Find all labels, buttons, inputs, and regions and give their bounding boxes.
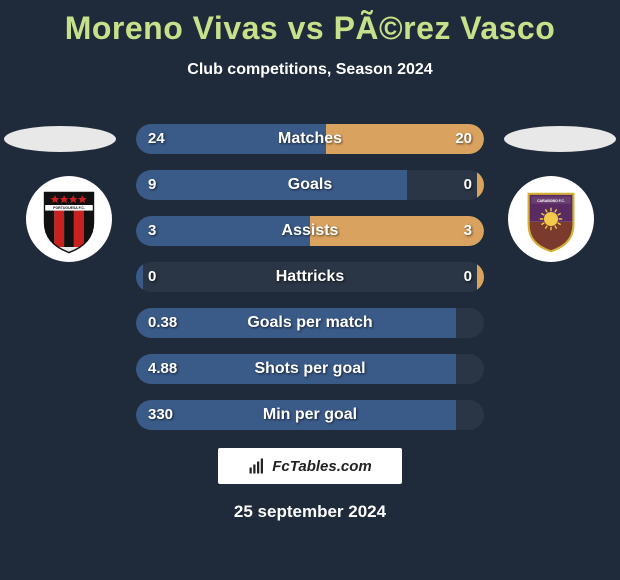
stat-row: 0.38Goals per match — [136, 308, 484, 338]
fctables-logo: FcTables.com — [218, 448, 402, 484]
club-crest-left: PORTUGUESA F.C. — [26, 176, 112, 262]
stat-row: 2420Matches — [136, 124, 484, 154]
stat-label: Goals per match — [136, 308, 484, 338]
stat-label: Shots per goal — [136, 354, 484, 384]
stat-label: Goals — [136, 170, 484, 200]
carabobo-crest-icon: CARABOBO F.C. — [516, 184, 586, 254]
stat-row: 33Assists — [136, 216, 484, 246]
chart-icon — [248, 457, 266, 475]
club-crest-right: CARABOBO F.C. — [508, 176, 594, 262]
stat-row: 4.88Shots per goal — [136, 354, 484, 384]
subtitle: Club competitions, Season 2024 — [0, 61, 620, 79]
portuguesa-crest-icon: PORTUGUESA F.C. — [34, 184, 104, 254]
stat-row: 00Hattricks — [136, 262, 484, 292]
stat-row: 330Min per goal — [136, 400, 484, 430]
date-label: 25 september 2024 — [0, 502, 620, 522]
stat-label: Assists — [136, 216, 484, 246]
page-title: Moreno Vivas vs PÃ©rez Vasco — [0, 0, 620, 47]
svg-text:PORTUGUESA F.C.: PORTUGUESA F.C. — [53, 206, 85, 210]
logo-text: FcTables.com — [272, 458, 371, 475]
stats-bars: 2420Matches 90Goals 33Assists 00Hattricks 0.… — [136, 124, 484, 446]
player-photo-right — [504, 126, 616, 152]
stat-row: 90Goals — [136, 170, 484, 200]
player-photo-left — [4, 126, 116, 152]
stat-label: Matches — [136, 124, 484, 154]
stat-label: Min per goal — [136, 400, 484, 430]
stat-label: Hattricks — [136, 262, 484, 292]
svg-text:CARABOBO F.C.: CARABOBO F.C. — [537, 199, 565, 203]
